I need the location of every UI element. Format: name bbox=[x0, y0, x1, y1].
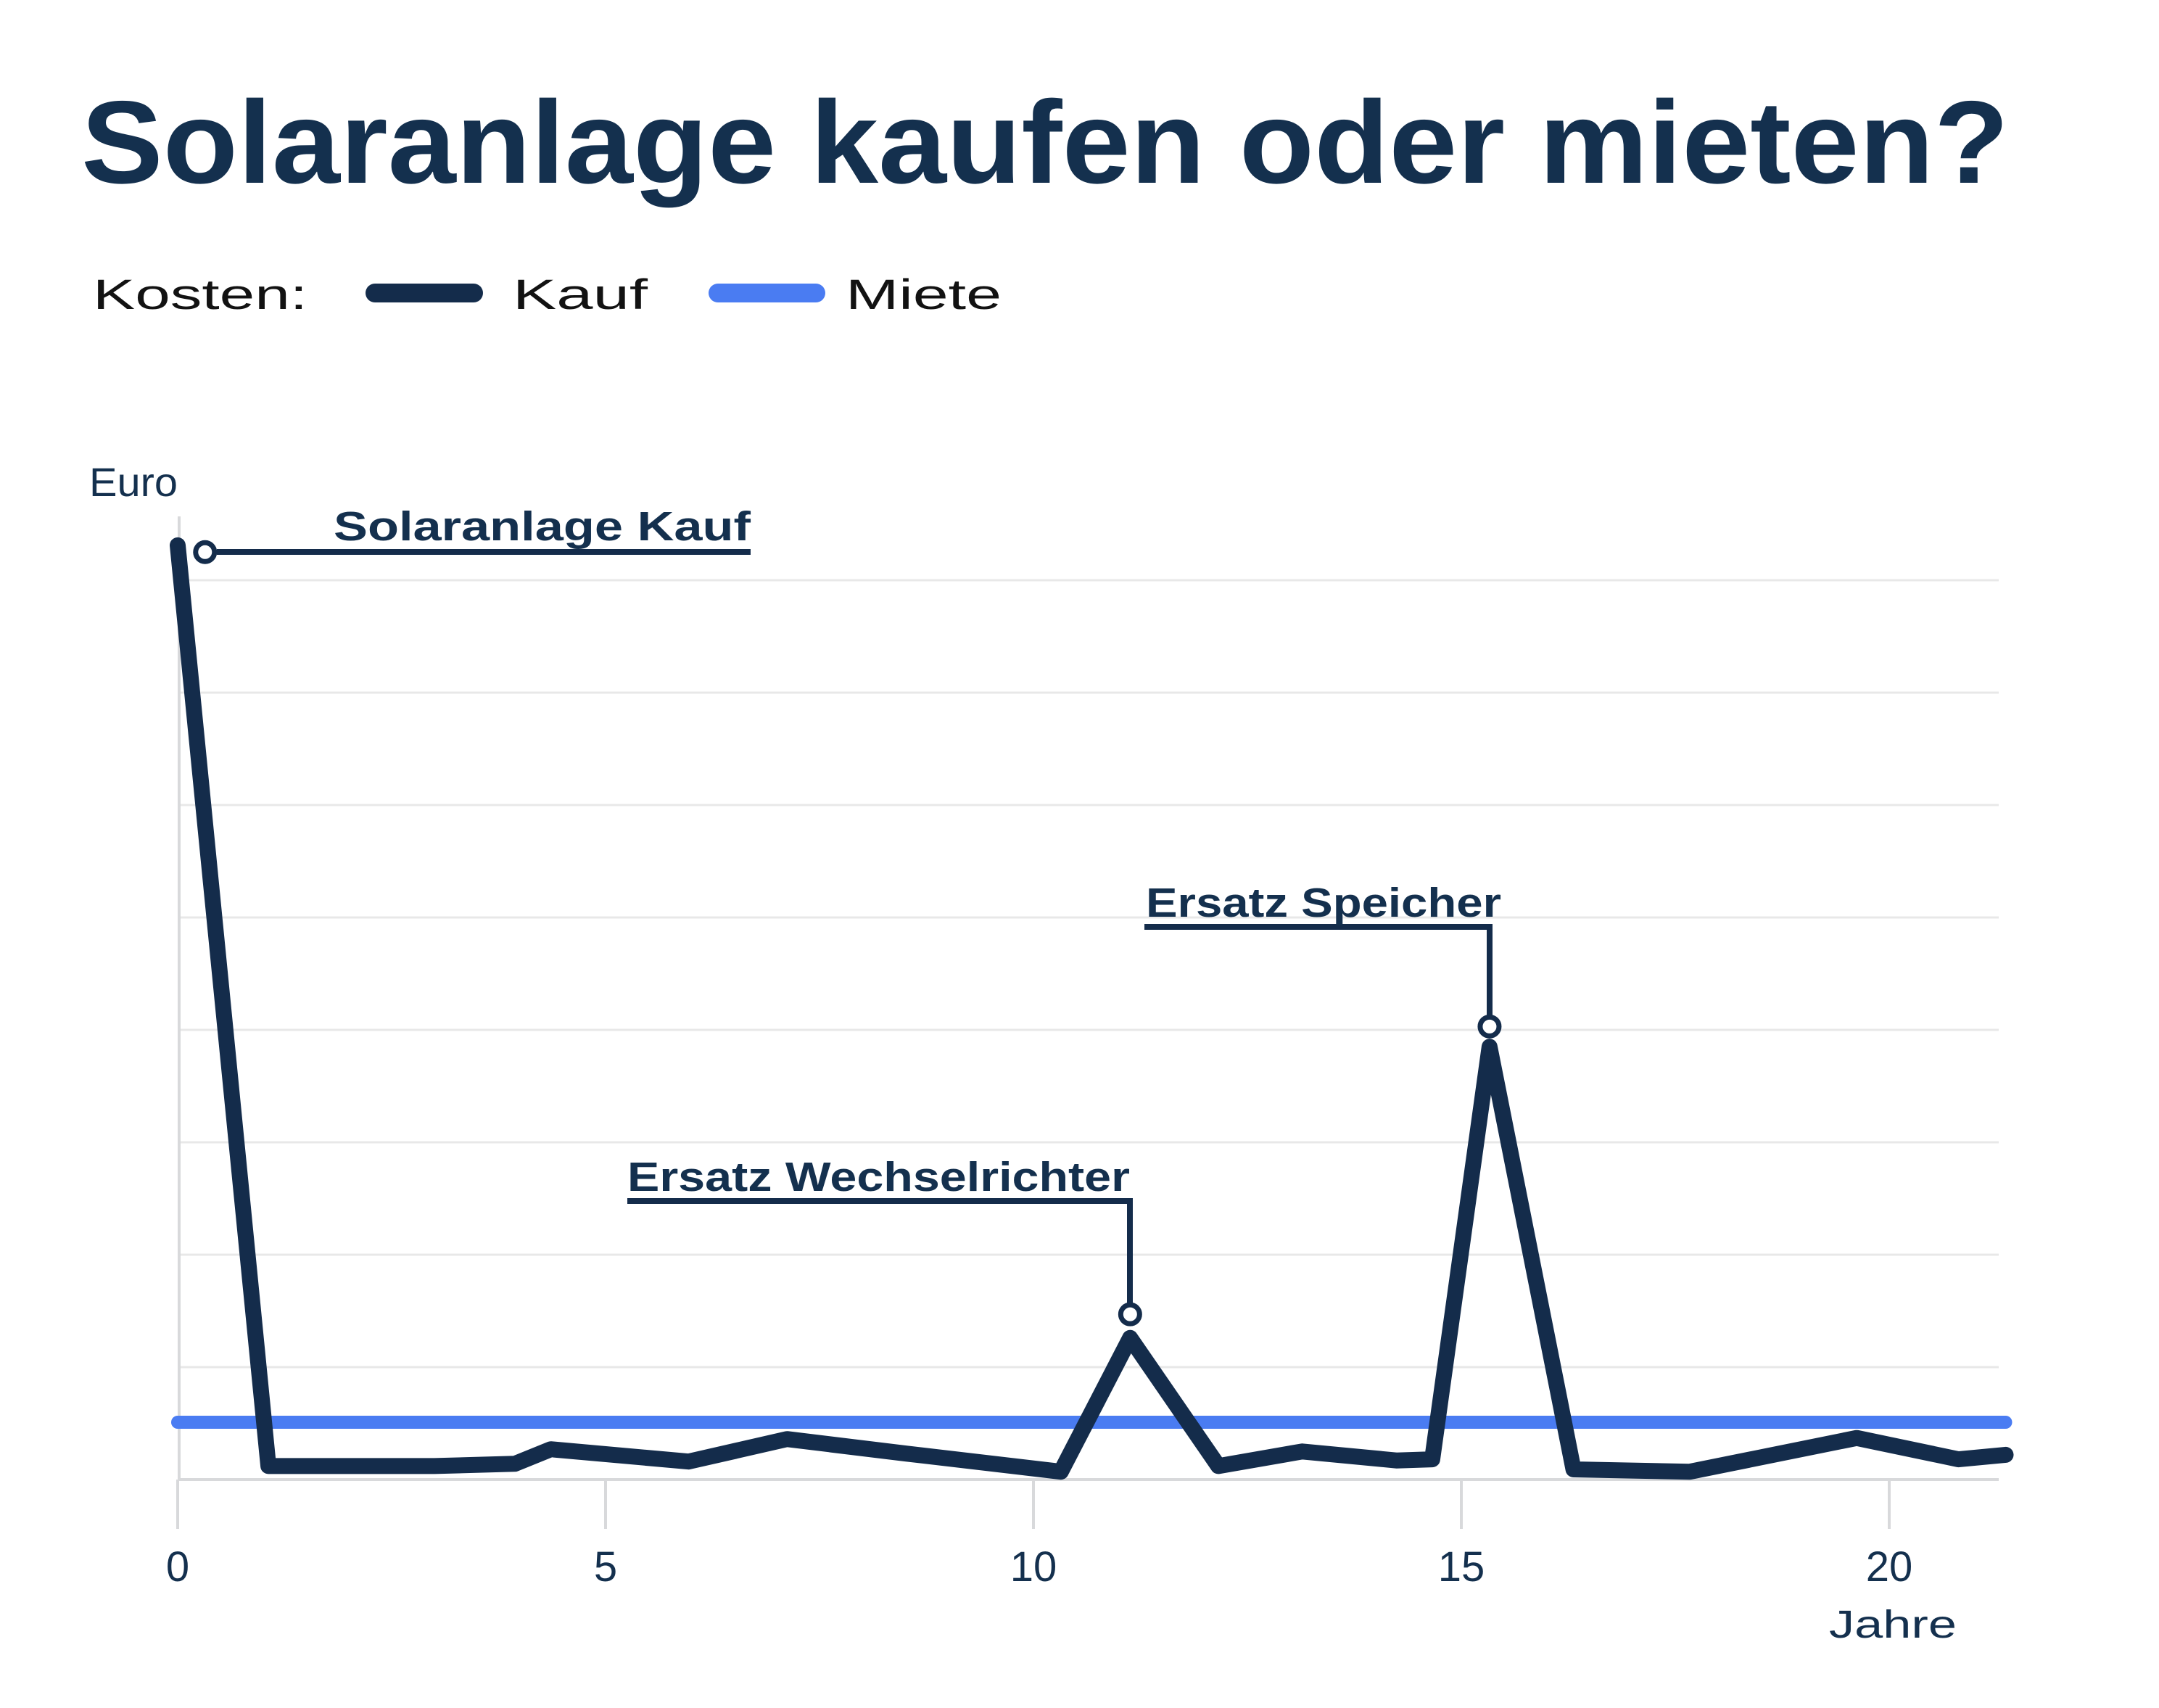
annotation-connector bbox=[627, 1198, 1133, 1303]
x-tick-label: 20 bbox=[1866, 1543, 1913, 1591]
legend-item-miete: Miete bbox=[846, 271, 1002, 318]
annotation-point-marker bbox=[1477, 1014, 1502, 1039]
data-series bbox=[170, 537, 2014, 1480]
axes-lines bbox=[176, 516, 1999, 1529]
annotation-markers bbox=[193, 540, 1502, 1327]
annotation-label-purchase: Solaranlage Kauf bbox=[334, 503, 751, 550]
annotation-point-marker bbox=[193, 540, 218, 564]
x-tick-label: 10 bbox=[1010, 1543, 1057, 1591]
x-tick-label: 0 bbox=[166, 1543, 189, 1591]
annotation-ersatz-speicher: Ersatz Speicher bbox=[1144, 880, 1501, 1016]
series-line-kauf bbox=[170, 537, 2014, 1480]
annotation-label-inverter: Ersatz Wechselrichter bbox=[627, 1154, 1130, 1200]
annotation-solaranlage-kauf: Solaranlage Kauf bbox=[217, 503, 751, 555]
legend-item-kauf: Kauf bbox=[513, 271, 648, 318]
x-tick-labels: 0 5 10 15 20 bbox=[166, 1543, 1912, 1591]
x-tick-label: 15 bbox=[1438, 1543, 1485, 1591]
gridlines bbox=[179, 579, 1999, 1369]
annotation-ersatz-wechselrichter: Ersatz Wechselrichter bbox=[627, 1154, 1133, 1303]
page-title: Solaranlage kaufen oder mieten? bbox=[81, 77, 2009, 208]
annotation-label-storage: Ersatz Speicher bbox=[1146, 880, 1501, 926]
annotation-connector bbox=[1144, 924, 1493, 1016]
x-axis-label: Jahre bbox=[1829, 1603, 1957, 1646]
y-axis-label: Euro bbox=[89, 459, 178, 505]
legend-label: Kosten: bbox=[93, 271, 307, 318]
legend: Kosten: Kauf Miete bbox=[93, 271, 1002, 318]
x-tick-label: 5 bbox=[594, 1543, 617, 1591]
annotation-point-marker bbox=[1118, 1302, 1142, 1327]
